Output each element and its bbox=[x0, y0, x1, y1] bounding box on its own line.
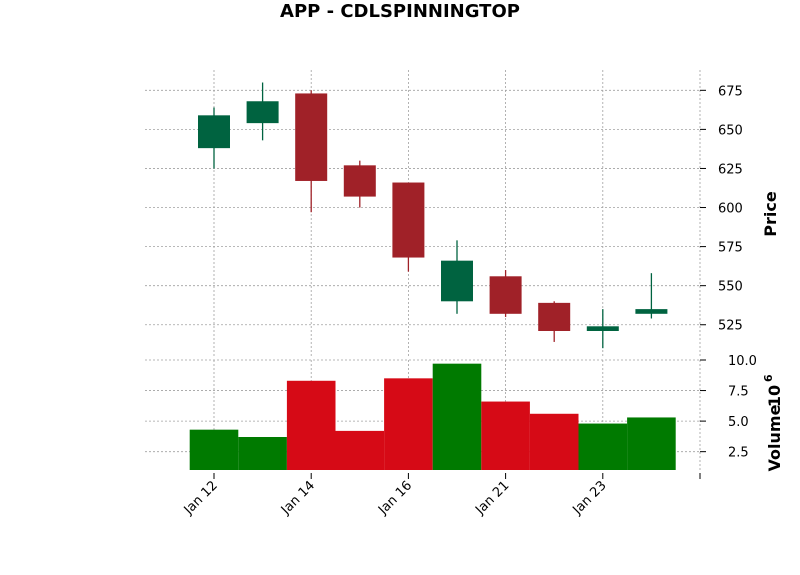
price-tick-label: 625 bbox=[718, 162, 743, 177]
candle-body-down bbox=[343, 165, 376, 197]
volume-bar bbox=[335, 430, 385, 470]
chart-title: APP - CDLSPINNINGTOP bbox=[280, 1, 520, 22]
volume-bars bbox=[189, 363, 676, 470]
x-tick-label: Jan 14 bbox=[278, 478, 318, 518]
volume-tick-label: 2.5 bbox=[728, 446, 749, 461]
candle-body-down bbox=[538, 302, 571, 331]
candle-body-down bbox=[489, 276, 522, 314]
candle-body-down bbox=[392, 182, 425, 258]
price-axis-label: Price bbox=[761, 191, 780, 237]
price-axis: 525 550 575 600 625 650 675 bbox=[700, 84, 743, 334]
volume-bar bbox=[481, 401, 530, 470]
price-tick-label: 575 bbox=[718, 241, 743, 256]
x-tick-label: Jan 16 bbox=[375, 478, 415, 518]
candle-body-up bbox=[198, 115, 230, 149]
price-tick-label: 550 bbox=[718, 280, 743, 295]
volume-bar bbox=[529, 413, 579, 470]
volume-axis-exponent: 6 bbox=[762, 374, 775, 382]
volume-tick-label: 5.0 bbox=[728, 415, 749, 430]
price-tick-label: 675 bbox=[718, 84, 743, 99]
volume-axis: 2.5 5.0 7.5 10.0 bbox=[700, 354, 757, 461]
volume-tick-label: 10.0 bbox=[728, 354, 757, 369]
volume-bar bbox=[189, 429, 239, 470]
candle-body-down bbox=[295, 93, 328, 181]
volume-bar bbox=[432, 363, 482, 470]
x-tick-label: Jan 12 bbox=[181, 478, 221, 518]
volume-bar bbox=[384, 378, 433, 470]
candle-body-up bbox=[246, 101, 279, 124]
volume-axis-multiplier: 10 bbox=[765, 385, 784, 407]
volume-bar bbox=[286, 380, 336, 470]
candle-body-up bbox=[635, 309, 668, 314]
price-tick-label: 600 bbox=[718, 202, 743, 217]
price-tick-label: 525 bbox=[718, 319, 743, 334]
volume-bar bbox=[578, 423, 628, 470]
volume-tick-label: 7.5 bbox=[728, 385, 749, 400]
volume-bar bbox=[238, 437, 287, 470]
price-tick-label: 650 bbox=[718, 123, 743, 138]
x-tick-label: Jan 21 bbox=[472, 478, 512, 518]
x-tick-label: Jan 23 bbox=[570, 478, 610, 518]
candle-body-up bbox=[586, 326, 619, 331]
x-axis: Jan 12 Jan 14 Jan 16 Jan 21 Jan 23 bbox=[181, 473, 701, 518]
candle-body-up bbox=[441, 260, 473, 302]
price-candles bbox=[198, 82, 668, 349]
volume-bar bbox=[627, 417, 676, 470]
volume-axis-label-group: Volume 10 6 bbox=[762, 374, 784, 471]
volume-axis-label: Volume bbox=[765, 404, 784, 471]
